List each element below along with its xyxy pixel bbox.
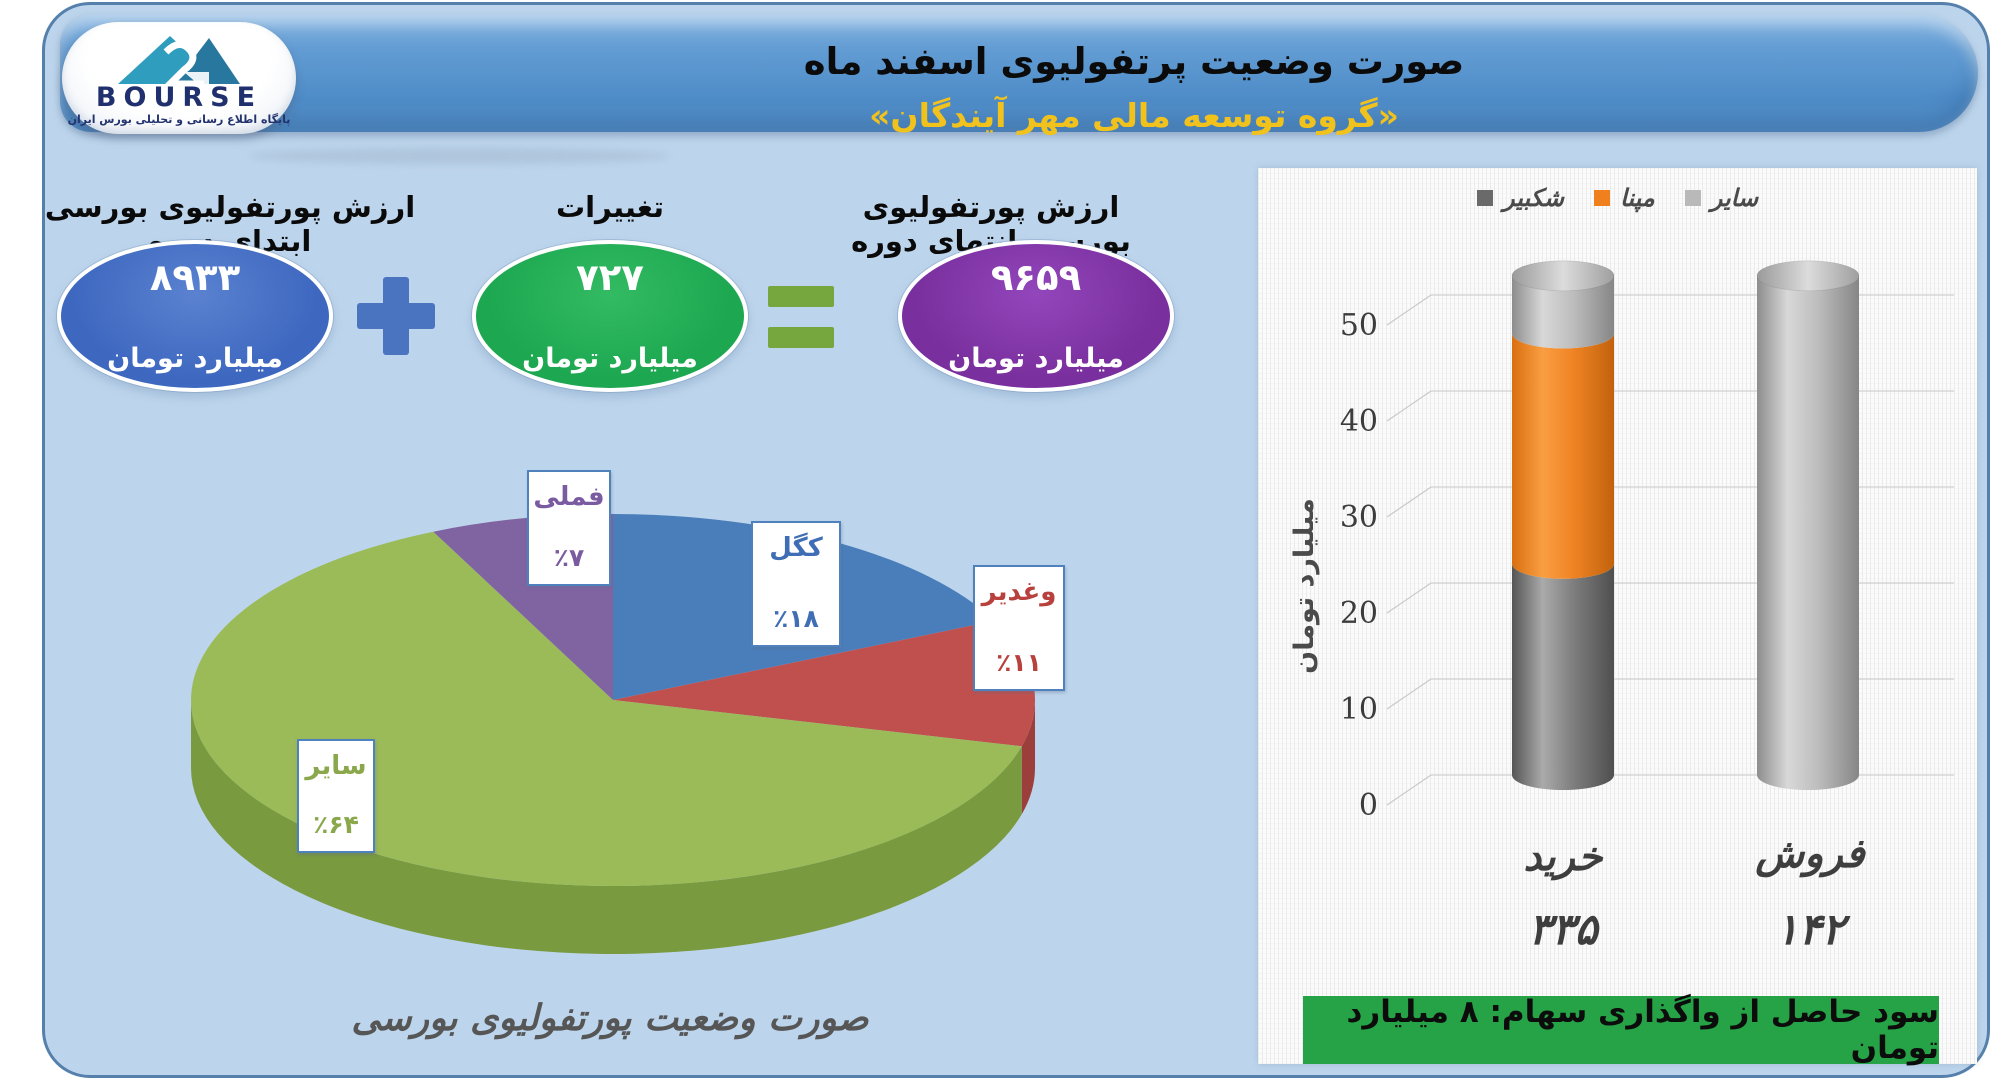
y-tick-10: 10 <box>1340 692 1378 727</box>
y-tick-40: 40 <box>1340 404 1378 439</box>
y-tick-20: 20 <box>1340 596 1378 631</box>
pie-svg <box>190 514 1035 955</box>
end-unit: میلیارد تومان <box>948 343 1124 374</box>
bar-top-cap-فروش <box>1756 260 1860 292</box>
bar-segment-فروش-سایر <box>1757 275 1859 790</box>
pie-label-famli: فملی ٪۷ <box>527 470 611 586</box>
equals-sign <box>768 286 834 348</box>
bar-segment-خرید-مپنا <box>1512 333 1614 579</box>
bar-y-axis-title: میلیارد تومان <box>1289 498 1320 674</box>
pie-label-sayer: سایر ٪۶۴ <box>297 739 375 853</box>
pie-slice-side-سایر <box>190 700 1022 955</box>
legend-item-شکبیر: شکبیر <box>1476 184 1565 212</box>
grid-perspective-10 <box>1386 678 1432 710</box>
category-value-buy: ۳۳۵ <box>1528 905 1598 955</box>
legend-label-سایر: سایر <box>1710 184 1759 212</box>
plus-sign <box>357 277 435 355</box>
bar-legend: شکبیر مپنا سایر <box>1258 184 1977 212</box>
legend-label-شکبیر: شکبیر <box>1502 184 1565 212</box>
pie-slice-سایر <box>190 531 1022 886</box>
change-label: تغییرات <box>555 190 665 224</box>
end-value: ۹۶۵۹ <box>990 256 1082 299</box>
change-value: ۷۲۷ <box>576 256 644 299</box>
grid-perspective-40 <box>1386 390 1432 422</box>
page-title: صورت وضعیت پرتفولیوی اسفند ماه <box>803 40 1465 83</box>
legend-swatch-شکبیر <box>1476 190 1493 206</box>
grid-perspective-20 <box>1386 582 1432 614</box>
pie-label-kegel: کگل ٪۱۸ <box>751 521 841 647</box>
bar-top-cap-خرید <box>1511 260 1615 292</box>
y-tick-30: 30 <box>1340 500 1378 535</box>
grid-perspective-50 <box>1386 294 1432 326</box>
begin-value-oval: ۸۹۳۳ میلیارد تومان <box>57 240 333 392</box>
pie-label-kegel-name: کگل <box>769 533 823 563</box>
legend-item-سایر: سایر <box>1684 184 1759 212</box>
pie-label-famli-name: فملی <box>533 482 605 512</box>
category-label-sell: فروش <box>1755 831 1865 877</box>
grid-perspective-30 <box>1386 486 1432 518</box>
portfolio-pie-chart <box>148 470 1088 1000</box>
change-unit: میلیارد تومان <box>522 343 698 374</box>
pie-label-vaghadir-name: وغدیر <box>981 577 1057 607</box>
begin-value: ۸۹۳۳ <box>149 256 241 299</box>
begin-unit: میلیارد تومان <box>107 343 283 374</box>
end-value-oval: ۹۶۵۹ میلیارد تومان <box>898 240 1174 392</box>
y-tick-50: 50 <box>1340 308 1378 343</box>
pie-label-sayer-name: سایر <box>305 751 367 781</box>
pie-label-vaghadir: وغدیر ٪۱۱ <box>973 565 1065 691</box>
legend-swatch-مپنا <box>1594 190 1611 206</box>
legend-swatch-سایر <box>1684 190 1701 206</box>
legend-label-مپنا: مپنا <box>1620 184 1655 212</box>
logo-tagline: پایگاه اطلاع رسانی و تحلیلی بورس ایران <box>67 113 291 126</box>
grid-perspective-0 <box>1386 774 1432 806</box>
bar-chart-svg: 0 10 20 30 40 50 <box>1340 260 1954 823</box>
category-value-sell: ۱۴۲ <box>1775 905 1845 955</box>
bar-segment-خرید-سایر <box>1512 275 1614 349</box>
legend-item-مپنا: مپنا <box>1594 184 1655 212</box>
category-label-buy: خرید <box>1523 834 1603 880</box>
pie-label-sayer-pct: ٪۶۴ <box>313 810 359 839</box>
pie-label-vaghadir-pct: ٪۱۱ <box>996 648 1042 677</box>
logo-shadow-watermark <box>250 148 670 164</box>
bourse24-logo: BOURSE پایگاه اطلاع رسانی و تحلیلی بورس … <box>62 22 296 134</box>
y-tick-0: 0 <box>1359 788 1378 823</box>
pie-label-kegel-pct: ٪۱۸ <box>773 604 819 633</box>
pie-label-famli-pct: ٪۷ <box>553 543 585 572</box>
pie-caption: صورت وضعیت پورتفولیوی بورسی <box>351 998 869 1039</box>
pie-slice-side-وغدیر <box>1021 700 1035 815</box>
header-band: صورت وضعیت پرتفولیوی اسفند ماه «گروه توس… <box>60 14 1978 135</box>
profit-note: سود حاصل از واگذاری سهام: ۸ میلیارد توما… <box>1303 994 1939 1066</box>
pie-slice-وغدیر <box>613 620 1035 747</box>
change-value-oval: ۷۲۷ میلیارد تومان <box>472 240 748 392</box>
page-subtitle: «گروه توسعه مالی مهر آیندگان» <box>869 96 1399 135</box>
bar-segment-خرید-شکبیر <box>1512 563 1614 790</box>
logo-brand-text: BOURSE <box>95 82 263 113</box>
bourse24-mark-icon <box>118 36 240 86</box>
